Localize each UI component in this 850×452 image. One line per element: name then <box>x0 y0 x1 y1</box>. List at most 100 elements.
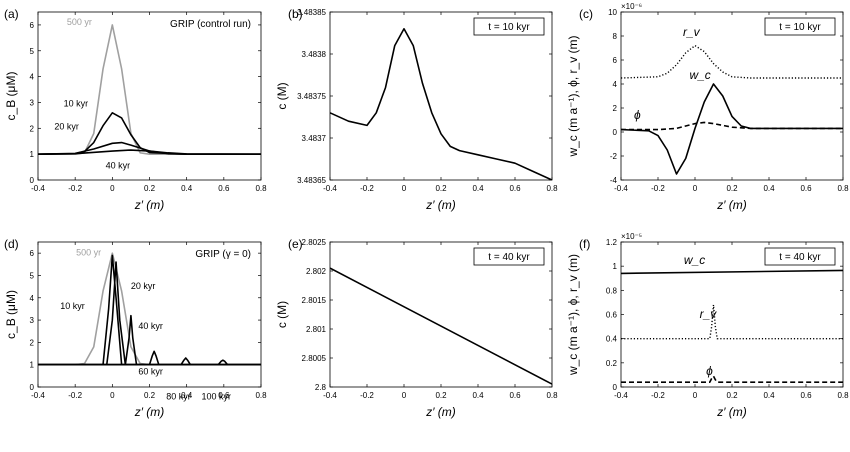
x-tick-label: 0.6 <box>218 184 230 193</box>
x-tick-label: -0.4 <box>614 391 628 400</box>
x-tick-label: -0.2 <box>68 391 82 400</box>
y-tick-label: 2 <box>30 124 35 133</box>
y-tick-label: 6 <box>613 56 618 65</box>
panel-label: (e) <box>288 237 303 251</box>
y-tick-label: 3.48385 <box>297 8 326 17</box>
y-tick-label: 3 <box>30 316 35 325</box>
series-line <box>38 112 261 155</box>
y-tick-label: 4 <box>613 80 618 89</box>
y-tick-label: 0 <box>30 383 35 392</box>
x-tick-label: 0.4 <box>763 184 775 193</box>
series-line <box>621 83 843 175</box>
panel-f: -0.4 -0.2 0 0.2 0.4 0.6 0.8 0 0.2 0.4 0.6 0.8 1 1.2 (f… <box>566 232 849 419</box>
curve-annotation: 80 kyr <box>166 391 191 401</box>
series-line <box>621 44 843 79</box>
y-axis-label: c (M) <box>275 82 289 109</box>
x-tick-label: 0.4 <box>472 184 484 193</box>
panel-title: GRIP (γ = 0) <box>195 249 251 260</box>
x-tick-label: 0.8 <box>546 391 558 400</box>
x-tick-label: 0.6 <box>800 184 812 193</box>
x-tick-label: 0.4 <box>763 391 775 400</box>
series-line <box>621 375 843 383</box>
panel-d: -0.4 -0.2 0 0.2 0.4 0.6 0.8 0 1 2 3 4 5 6 (d) z′ (m) c_B… <box>4 237 267 419</box>
panel-title: GRIP (control run) <box>170 19 251 30</box>
y-tick-label: -4 <box>610 176 618 185</box>
x-tick-label: -0.4 <box>31 184 45 193</box>
y-tick-label: 0.2 <box>606 359 618 368</box>
y-tick-label: 1.2 <box>606 238 618 247</box>
y-tick-label: 3.48375 <box>297 92 326 101</box>
x-tick-label: -0.2 <box>651 391 665 400</box>
y-tick-label: 0.8 <box>606 286 618 295</box>
series-line <box>38 359 261 366</box>
axis-exponent: ×10⁻⁵ <box>621 232 642 241</box>
curve-annotation: 10 kyr <box>64 98 89 108</box>
x-tick-label: 0.6 <box>800 391 812 400</box>
inset-label: t = 40 kyr <box>779 252 821 263</box>
series-group <box>621 44 843 175</box>
x-tick-label: 0 <box>693 391 698 400</box>
x-tick-label: 0.2 <box>144 391 156 400</box>
x-tick-label: -0.2 <box>360 391 374 400</box>
x-tick-label: -0.4 <box>323 391 337 400</box>
x-tick-label: 0.6 <box>509 391 521 400</box>
series-line <box>621 304 843 340</box>
y-axis-label: w_c (m a⁻¹), ϕ, r_v (m) <box>566 35 580 157</box>
x-tick-label: -0.2 <box>651 184 665 193</box>
y-tick-label: 2.801 <box>306 325 327 334</box>
y-tick-label: 0.6 <box>606 311 618 320</box>
panel-label: (a) <box>4 7 19 21</box>
y-tick-label: 2.8 <box>315 383 327 392</box>
inset-label: t = 10 kyr <box>779 22 821 33</box>
y-tick-label: 0 <box>613 128 618 137</box>
x-tick-label: -0.4 <box>323 184 337 193</box>
x-tick-label: 0.2 <box>144 184 156 193</box>
x-axis-label: z′ (m) <box>716 198 747 212</box>
y-tick-label: 1 <box>30 150 35 159</box>
x-tick-label: 0.2 <box>726 184 738 193</box>
curve-annotation: r_v <box>700 307 718 321</box>
inset-label: t = 10 kyr <box>488 22 530 33</box>
y-tick-label: 0 <box>613 383 618 392</box>
plot-frame <box>620 11 844 181</box>
x-tick-label: 0.8 <box>255 391 267 400</box>
y-tick-label: 3.4838 <box>302 50 327 59</box>
curve-annotation: 40 kyr <box>138 321 163 331</box>
plot-frame <box>329 11 553 181</box>
y-tick-label: 3.48365 <box>297 176 326 185</box>
inset-label: t = 40 kyr <box>488 252 530 263</box>
series-line <box>38 261 261 366</box>
y-axis-label: w_c (m a⁻¹), ϕ, r_v (m) <box>566 254 580 376</box>
series-line <box>621 269 843 275</box>
curve-annotation: ϕ <box>706 364 713 378</box>
series-line <box>330 267 552 385</box>
curve-annotation: r_v <box>683 25 701 39</box>
curve-annotation: w_c <box>689 68 710 82</box>
x-tick-label: 0.6 <box>218 391 230 400</box>
series-group <box>38 252 261 366</box>
y-tick-label: 2.8025 <box>302 238 327 247</box>
inset-box <box>473 247 545 266</box>
panel-a: -0.4 -0.2 0 0.2 0.4 0.6 0.8 0 1 2 3 4 5 6 (a) z′ (m) c_B… <box>4 7 267 212</box>
x-tick-label: 0.8 <box>837 184 849 193</box>
panel-label: (f) <box>579 237 590 251</box>
x-tick-label: 0 <box>693 184 698 193</box>
y-tick-label: 5 <box>30 47 35 56</box>
y-tick-label: 5 <box>30 271 35 280</box>
y-axis-label: c (M) <box>275 301 289 328</box>
y-axis-label: c_B (μM) <box>4 290 18 339</box>
y-tick-label: 2.8015 <box>302 296 327 305</box>
y-tick-label: 2 <box>613 104 618 113</box>
curve-annotation: 20 kyr <box>131 281 156 291</box>
x-tick-label: 0.4 <box>181 184 193 193</box>
x-tick-label: 0.4 <box>472 391 484 400</box>
panel-label: (c) <box>579 7 593 21</box>
x-axis-label: z′ (m) <box>716 405 747 419</box>
y-tick-label: 1 <box>613 262 618 271</box>
curve-annotation: 40 kyr <box>106 160 131 170</box>
y-tick-label: 10 <box>608 8 617 17</box>
series-group <box>330 267 552 385</box>
x-axis-label: z′ (m) <box>425 405 456 419</box>
inset-box <box>764 247 836 266</box>
series-group <box>330 28 552 180</box>
